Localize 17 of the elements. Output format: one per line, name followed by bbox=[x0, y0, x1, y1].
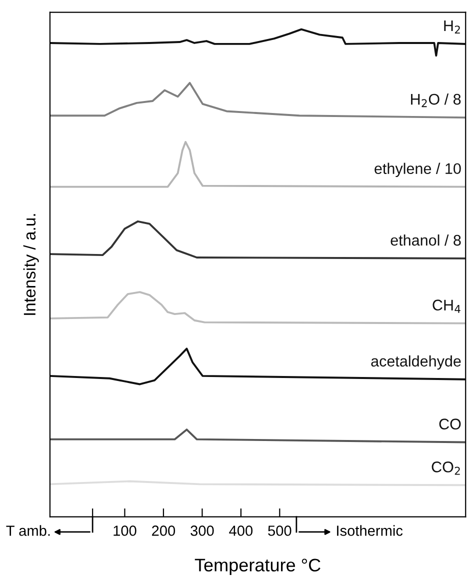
series-label: CH$_{4}$ bbox=[432, 300, 460, 313]
series-label: H$_{2}$O / 8 bbox=[411, 93, 461, 108]
y-axis-title: Intensity / a.u. bbox=[23, 214, 39, 315]
x-tick-label: 500 bbox=[268, 526, 292, 536]
x-tick-label: 200 bbox=[152, 526, 176, 536]
x-tick-label: 300 bbox=[190, 526, 214, 536]
x-tick-label: 400 bbox=[229, 526, 253, 536]
series-label: H$_{2}$ bbox=[444, 20, 460, 34]
x-axis-title: Temperature °C bbox=[194, 558, 320, 576]
text: Isothermic bbox=[337, 525, 403, 536]
text: T amb. bbox=[6, 525, 50, 536]
series-label: ethylene / 10 bbox=[374, 162, 461, 178]
series-label: ethanol / 8 bbox=[390, 234, 461, 246]
series-label: CO$_{2}$ bbox=[432, 462, 460, 475]
series-label: CO bbox=[439, 418, 461, 430]
series-label: acetaldehyde bbox=[371, 355, 461, 370]
x-tick-label: 100 bbox=[114, 526, 136, 536]
